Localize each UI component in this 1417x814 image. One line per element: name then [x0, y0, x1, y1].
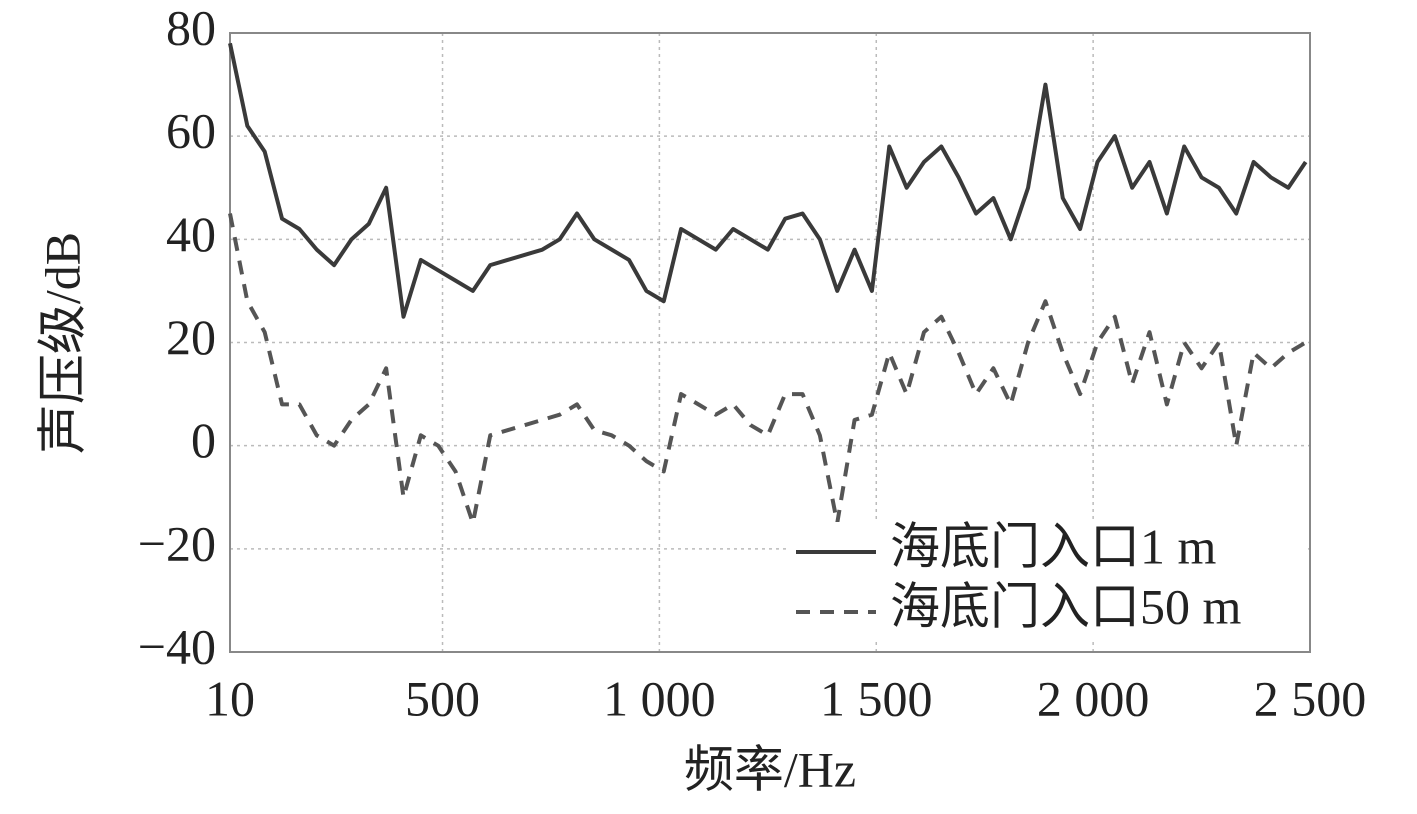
- y-tick-label: 0: [191, 412, 216, 468]
- x-tick-label: 500: [405, 670, 480, 726]
- legend-box: [786, 522, 1306, 642]
- legend-label: 海底门入口50 m: [890, 578, 1241, 634]
- x-tick-label: 2 500: [1254, 670, 1367, 726]
- x-tick-label: 1 000: [603, 670, 716, 726]
- y-axis-label: 声压级/dB: [34, 232, 90, 454]
- y-tick-label: −40: [138, 618, 216, 674]
- y-tick-label: −20: [138, 515, 216, 571]
- y-tick-label: 80: [166, 0, 216, 55]
- series-line: [228, 42, 1308, 319]
- legend-label: 海底门入口1 m: [890, 518, 1216, 574]
- y-tick-label: 40: [166, 206, 216, 262]
- series-line: [228, 213, 1307, 526]
- x-axis-label: 频率/Hz: [684, 741, 856, 797]
- y-tick-label: 20: [166, 309, 216, 365]
- plot-frame: [229, 32, 1311, 653]
- x-tick-label: 10: [205, 670, 255, 726]
- x-tick-label: 2 000: [1037, 670, 1150, 726]
- x-tick-label: 1 500: [820, 670, 933, 726]
- y-tick-label: 60: [166, 103, 216, 159]
